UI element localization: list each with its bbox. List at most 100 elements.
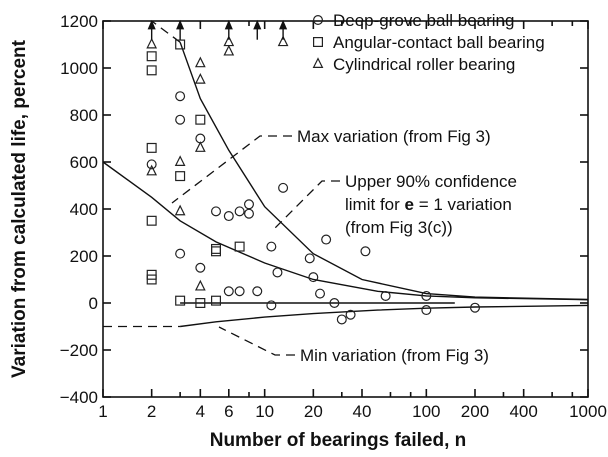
triangle-marker: [194, 73, 206, 84]
x-tick-label: 20: [304, 402, 323, 421]
max-variation-extension: [151, 20, 181, 43]
axis-ticks: −400 −200 0 200 400 600 800 1000 1200 1 2 4 6 10 20 40 1…: [60, 12, 607, 421]
legend-label: Cylindrical roller bearing: [333, 55, 515, 74]
square-marker: [211, 246, 222, 257]
circle-marker: [321, 234, 332, 245]
circle-marker: [266, 241, 277, 252]
circle-marker: [336, 314, 347, 325]
upper-limit-label-line2: limit for e = 1 variation: [345, 195, 512, 214]
circle-marker: [146, 159, 157, 170]
runout-arrowhead: [176, 19, 185, 30]
triangle-marker: [194, 56, 206, 68]
x-tick-label: 4: [196, 402, 205, 421]
legend-circle-marker: [313, 15, 324, 26]
y-tick-label: 600: [70, 153, 98, 172]
circle-marker: [175, 248, 186, 259]
legend-label: Deep-grove ball bearing: [333, 11, 514, 30]
x-tick-label: 6: [224, 402, 233, 421]
upper-confidence-curve: [102, 161, 589, 301]
circle-marker: [329, 298, 340, 309]
runout-arrowhead: [279, 19, 288, 30]
triangle-marker: [146, 37, 158, 49]
circle-marker: [315, 288, 326, 299]
x-tick-label: 1000: [569, 402, 607, 421]
square-marker: [146, 274, 157, 285]
circle-marker: [360, 246, 371, 257]
square-marker: [211, 295, 222, 306]
curves: [102, 20, 589, 328]
circle-marker: [380, 290, 391, 301]
runout-arrowhead: [253, 19, 262, 30]
upper-limit-label-part: limit for: [345, 195, 405, 214]
circle-marker: [304, 253, 315, 264]
square-marker: [234, 241, 245, 252]
square-marker: [146, 215, 157, 226]
annotations: Max variation (from Fig 3) Upper 90% conf…: [171, 127, 517, 365]
circle-marker: [278, 182, 289, 193]
min-variation-leader: [218, 326, 295, 356]
square-marker: [146, 142, 157, 153]
circle-marker: [175, 91, 186, 102]
square-marker: [195, 298, 206, 309]
circle-marker: [175, 114, 186, 125]
y-tick-label: 0: [89, 294, 98, 313]
legend-label: Angular-contact ball bearing: [333, 33, 545, 52]
y-tick-label: 1000: [60, 59, 98, 78]
circle-marker: [223, 211, 234, 222]
x-tick-label: 1: [98, 402, 107, 421]
triangle-marker: [174, 155, 186, 166]
x-tick-label: 2: [147, 402, 156, 421]
max-variation-label: Max variation (from Fig 3): [297, 127, 491, 146]
legend-square-marker: [313, 36, 324, 47]
square-marker: [175, 171, 186, 182]
circle-marker: [421, 305, 432, 316]
circle-marker: [272, 267, 283, 278]
runout-arrowhead: [147, 19, 156, 30]
runout-arrowhead: [224, 19, 233, 30]
square-marker: [175, 295, 186, 306]
circle-marker: [243, 199, 254, 210]
y-tick-label: 200: [70, 247, 98, 266]
max-variation-leader: [171, 135, 292, 204]
x-tick-label: 10: [255, 402, 274, 421]
y-tick-label: −200: [60, 341, 98, 360]
legend-triangle-marker: [312, 57, 324, 69]
square-marker: [175, 39, 186, 50]
triangle-marker: [194, 279, 206, 291]
upper-limit-label-part: = 1 variation: [414, 195, 512, 214]
triangle-marker: [146, 164, 158, 176]
y-tick-label: 1200: [60, 12, 98, 31]
square-marker: [146, 65, 157, 76]
circle-marker: [308, 272, 319, 283]
upper-limit-label-line3: (from Fig 3(c)): [345, 218, 453, 237]
circle-marker: [211, 206, 222, 217]
x-tick-label: 100: [412, 402, 440, 421]
upper-limit-label-line1: Upper 90% confidence: [345, 172, 517, 191]
square-marker: [195, 114, 206, 125]
circle-marker: [234, 286, 245, 297]
x-axis-label: Number of bearings failed, n: [210, 430, 467, 451]
y-tick-label: 400: [70, 200, 98, 219]
legend: Deep-grove ball bearing Angular-contact b…: [312, 11, 545, 74]
circle-marker: [345, 309, 356, 320]
circle-marker: [223, 286, 234, 297]
data-markers: [146, 19, 480, 325]
upper-limit-leader: [272, 180, 340, 231]
y-tick-label: 800: [70, 106, 98, 125]
upper-limit-label-var: e: [405, 195, 414, 214]
circle-marker: [243, 208, 254, 219]
triangle-marker: [277, 35, 289, 47]
x-tick-label: 400: [509, 402, 537, 421]
circle-marker: [421, 290, 432, 301]
circle-marker: [195, 262, 206, 273]
x-tick-label: 40: [353, 402, 372, 421]
circle-marker: [266, 300, 277, 311]
triangle-marker: [194, 141, 206, 152]
triangle-marker: [174, 204, 186, 216]
triangle-marker: [223, 44, 235, 56]
max-variation-curve: [179, 41, 589, 301]
min-variation-label: Min variation (from Fig 3): [300, 346, 489, 365]
square-marker: [146, 51, 157, 62]
square-marker: [211, 243, 222, 254]
